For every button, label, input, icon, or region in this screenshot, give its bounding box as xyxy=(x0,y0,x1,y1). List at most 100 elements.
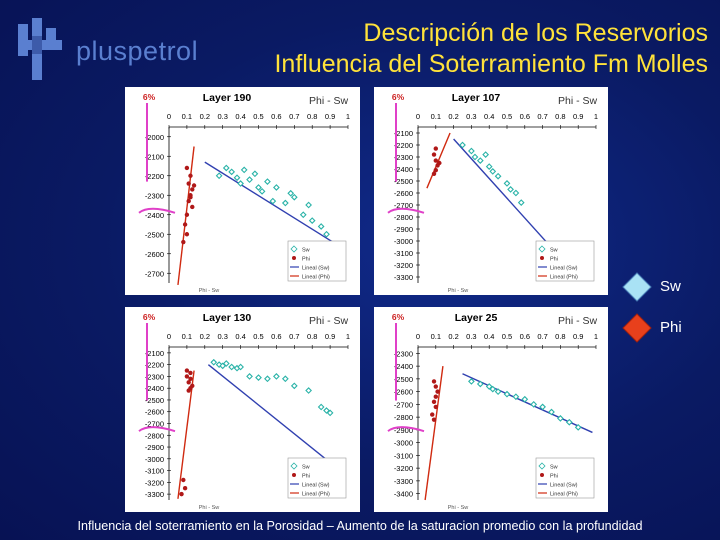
sw-point xyxy=(485,163,493,170)
mini-legend-label: Lineal (Sw) xyxy=(550,483,578,489)
chart-layer-190: Layer 190 Phi - Sw 6% 0 0.1 0.2 0.3 0.4 0.5 0.6 0.… xyxy=(125,87,360,295)
mini-legend-phi-marker xyxy=(292,256,296,260)
mini-legend-box xyxy=(287,457,347,499)
mini-legend-label: Lineal (Phi) xyxy=(550,275,578,281)
sw-point xyxy=(255,184,262,191)
phi-point xyxy=(431,379,437,384)
y-tick-label: -2500 xyxy=(394,177,413,186)
y-tick-label: -2200 xyxy=(145,172,164,181)
y-tick-label: -2300 xyxy=(145,372,164,381)
mini-legend-phi-marker xyxy=(292,473,296,477)
annotation-arrow xyxy=(387,207,425,214)
y-tick-label: -3000 xyxy=(394,237,413,246)
sw-point xyxy=(521,395,529,403)
phi-point xyxy=(182,486,188,491)
y-tick-label: -2500 xyxy=(145,230,164,239)
sw-point xyxy=(299,211,307,219)
y-tick-label: -2700 xyxy=(394,201,413,210)
sw-point xyxy=(210,358,218,366)
x-tick-label: 0.7 xyxy=(537,112,547,121)
sw-point xyxy=(494,388,502,396)
phi-point xyxy=(186,388,191,393)
sw-point xyxy=(517,199,525,206)
mini-legend-label: Sw xyxy=(302,465,310,471)
x-tick-label: 0.2 xyxy=(448,332,458,341)
mini-legend-label: Lineal (Phi) xyxy=(302,275,330,281)
legend-sw: Sw xyxy=(622,272,714,302)
y-tick-label: -3300 xyxy=(145,490,164,499)
phi-point xyxy=(184,212,190,217)
x-tick-label: 0.5 xyxy=(253,332,263,341)
sw-point xyxy=(255,374,262,381)
y-tick-label: -3200 xyxy=(394,464,413,473)
x-axis-label: Phi - Sw xyxy=(448,288,469,294)
sw-point xyxy=(512,189,520,197)
x-axis-label: Phi - Sw xyxy=(448,505,469,511)
y-tick-label: -2800 xyxy=(394,413,413,422)
x-tick-label: 1 xyxy=(346,332,350,341)
x-tick-label: 0.2 xyxy=(200,332,210,341)
mini-legend-label: Sw xyxy=(302,248,310,254)
phi-point xyxy=(435,389,440,394)
phi-point xyxy=(188,376,193,381)
phi-point xyxy=(184,232,190,237)
sw-point xyxy=(233,174,241,182)
sw-point xyxy=(539,403,546,411)
x-tick-label: 0.5 xyxy=(502,112,512,121)
sw-point xyxy=(281,199,289,207)
sw-point xyxy=(246,373,253,380)
x-tick-label: 0.7 xyxy=(289,332,299,341)
annotation-arrow xyxy=(138,426,176,433)
y-tick-label: -2400 xyxy=(394,362,413,371)
y-tick-label: -2600 xyxy=(394,388,413,397)
phi-trend-line xyxy=(424,366,444,501)
sw-point xyxy=(503,180,511,187)
sw-point xyxy=(530,400,538,408)
x-tick-label: 0.8 xyxy=(307,112,317,121)
sw-point xyxy=(287,189,295,197)
title-line-2: Influencia del Soterramiento Fm Molles xyxy=(274,50,708,78)
sw-point xyxy=(476,157,484,164)
sw-point xyxy=(305,201,312,209)
y-tick-label: -2400 xyxy=(145,211,164,220)
sw-point xyxy=(503,390,511,398)
sw-point xyxy=(471,153,479,161)
phi-point xyxy=(182,222,188,227)
x-tick-label: 0.6 xyxy=(271,112,281,121)
mini-legend-label: Lineal (Sw) xyxy=(302,483,330,489)
y-tick-label: -2800 xyxy=(394,213,413,222)
mini-legend-label: Lineal (Sw) xyxy=(302,266,330,272)
sw-point xyxy=(237,180,244,187)
x-tick-label: 0.4 xyxy=(235,332,245,341)
x-tick-label: 0.1 xyxy=(182,332,192,341)
y-tick-label: -2200 xyxy=(145,361,164,370)
x-tick-label: 0.6 xyxy=(271,332,281,341)
sw-trend-line xyxy=(207,364,345,475)
sw-point xyxy=(485,383,493,390)
phi-point xyxy=(431,399,437,405)
sw-point xyxy=(565,418,573,426)
x-tick-label: 0.9 xyxy=(573,112,583,121)
x-tick-label: 0.3 xyxy=(466,112,476,121)
annotation-arrow xyxy=(387,426,425,433)
phi-point xyxy=(190,204,195,210)
sw-point xyxy=(215,172,223,180)
phi-trend-line xyxy=(177,370,195,499)
sw-point xyxy=(494,172,502,180)
y-tick-label: -2900 xyxy=(145,443,164,452)
phi-point xyxy=(188,173,193,178)
y-tick-label: -3200 xyxy=(394,261,413,270)
x-tick-label: 0.9 xyxy=(325,112,335,121)
chart-layer-130: Layer 130 Phi - Sw 6% 0 0.1 0.2 0.3 0.4 0.5 0.6 0.… xyxy=(125,307,360,512)
slide-title: Descripción de los Reservorios Influenci… xyxy=(168,18,708,80)
phi-point xyxy=(431,171,437,176)
diamond-sw-icon xyxy=(622,272,652,302)
phi-point xyxy=(433,146,438,151)
y-tick-label: -2300 xyxy=(145,191,164,200)
sw-point xyxy=(512,393,520,401)
phi-point xyxy=(179,491,184,497)
mini-legend-box xyxy=(287,240,347,282)
x-tick-label: 0.4 xyxy=(484,332,494,341)
mini-legend-sw-marker xyxy=(538,245,546,253)
y-tick-label: -2000 xyxy=(145,133,164,142)
